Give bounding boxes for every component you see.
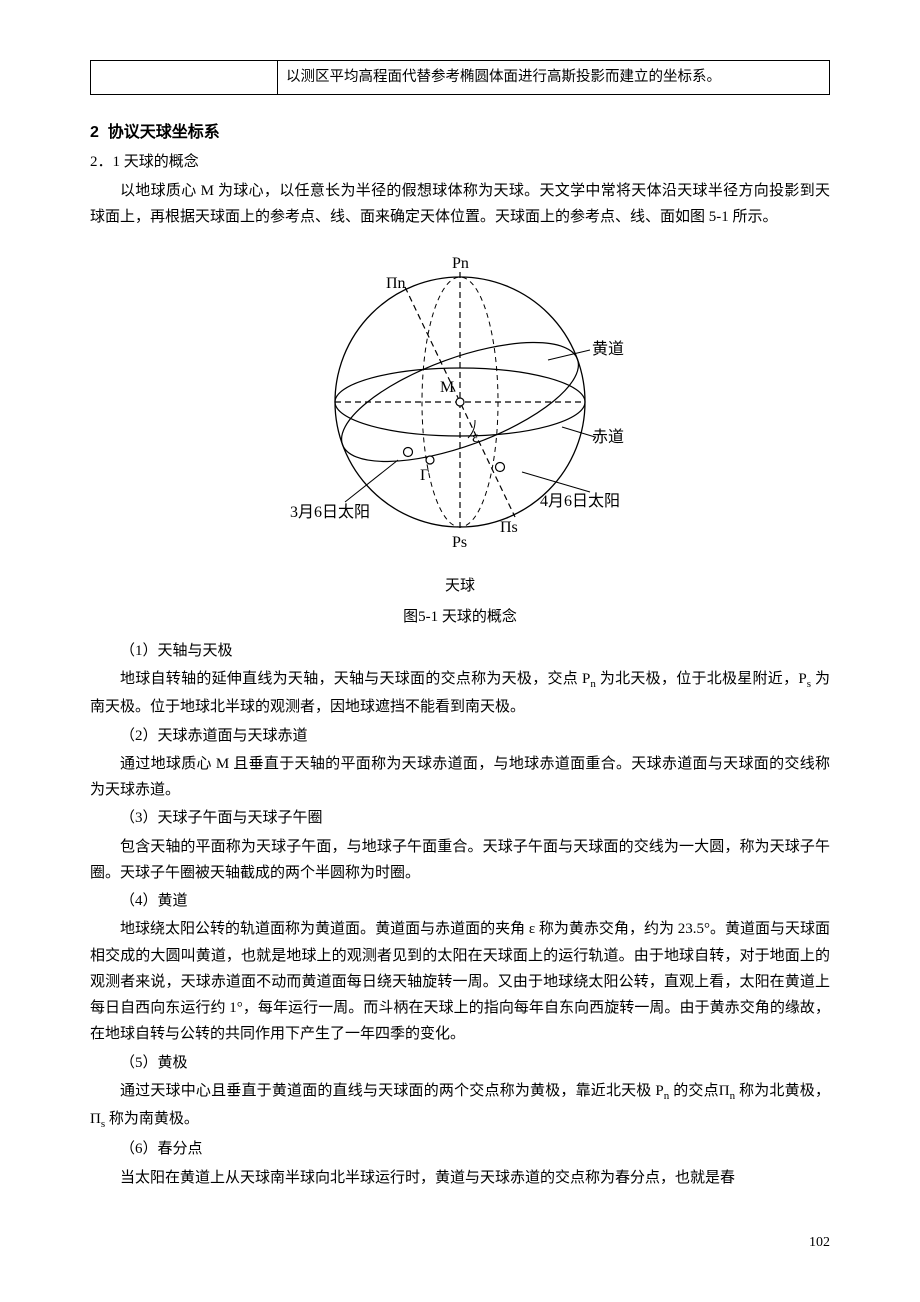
item-4-title: （4）黄道	[90, 888, 830, 914]
label-pin: Πn	[386, 275, 406, 292]
section-heading: 2 协议天球坐标系	[90, 119, 830, 147]
item-5-title: （5）黄极	[90, 1050, 830, 1076]
label-pn: Pn	[452, 255, 469, 272]
figure-5-1: Pn Ps Πn Πs M ε Γ 黄道 赤道 4月6日太阳 3月6日太阳 天球…	[90, 242, 830, 630]
item-1-para: 地球自转轴的延伸直线为天轴，天轴与天球面的交点称为天极，交点 Pn 为北天极，位…	[90, 666, 830, 721]
top-definition-table: 以测区平均高程面代替参考椭圆体面进行高斯投影而建立的坐标系。	[90, 60, 830, 95]
item-3-title: （3）天球子午面与天球子午圈	[90, 805, 830, 831]
label-sun36: 3月6日太阳	[290, 503, 370, 521]
topbox-left	[91, 61, 278, 95]
label-chidao: 赤道	[592, 428, 624, 446]
item-4-para: 地球绕太阳公转的轨道面称为黄道面。黄道面与赤道面的夹角 ε 称为黄赤交角，约为 …	[90, 916, 830, 1047]
figure-caption: 图5-1 天球的概念	[90, 604, 830, 630]
figure-diagram-label: 天球	[90, 573, 830, 599]
label-sun46: 4月6日太阳	[540, 492, 620, 510]
label-ps: Ps	[452, 534, 467, 551]
section-title: 协议天球坐标系	[108, 124, 220, 141]
label-pis: Πs	[500, 519, 518, 536]
item-6-title: （6）春分点	[90, 1136, 830, 1162]
page-number: 102	[90, 1231, 830, 1256]
subsection-2-1-para: 以地球质心 M 为球心，以任意长为半径的假想球体称为天球。天文学中常将天体沿天球…	[90, 178, 830, 231]
section-number: 2	[90, 124, 99, 141]
label-gamma: Γ	[420, 467, 429, 484]
subsection-2-1-label: 2．1 天球的概念	[90, 149, 830, 175]
label-m: M	[440, 379, 454, 396]
label-eps: ε	[472, 429, 479, 446]
item-5-para: 通过天球中心且垂直于黄道面的直线与天球面的两个交点称为黄极，靠近北天极 Pn 的…	[90, 1078, 830, 1135]
label-huangdao: 黄道	[592, 340, 624, 358]
item-2-para: 通过地球质心 M 且垂直于天轴的平面称为天球赤道面，与地球赤道面重合。天球赤道面…	[90, 751, 830, 804]
item-1-title: （1）天轴与天极	[90, 638, 830, 664]
item-2-title: （2）天球赤道面与天球赤道	[90, 723, 830, 749]
topbox-right: 以测区平均高程面代替参考椭圆体面进行高斯投影而建立的坐标系。	[278, 61, 830, 95]
item-3-para: 包含天轴的平面称为天球子午面，与地球子午面重合。天球子午面与天球面的交线为一大圆…	[90, 834, 830, 887]
celestial-sphere-diagram: Pn Ps Πn Πs M ε Γ 黄道 赤道 4月6日太阳 3月6日太阳	[290, 242, 630, 562]
item-6-para: 当太阳在黄道上从天球南半球向北半球运行时，黄道与天球赤道的交点称为春分点，也就是…	[90, 1165, 830, 1191]
